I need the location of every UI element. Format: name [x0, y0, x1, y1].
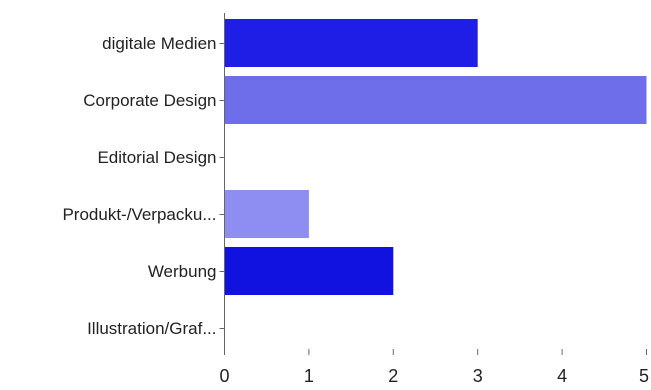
category-label-werbung: Werbung — [148, 262, 217, 281]
bar-werbung — [224, 247, 394, 295]
bar-produkt-verpacku — [224, 190, 309, 238]
bars-group — [224, 19, 647, 295]
category-label-illustration-graf: Illustration/Graf... — [87, 319, 216, 338]
category-label-corporate-design: Corporate Design — [83, 91, 216, 110]
x-tick-label-3: 3 — [473, 366, 483, 386]
x-tick-label-2: 2 — [388, 366, 398, 386]
bar-corporate-design — [224, 76, 647, 124]
category-label-produkt-verpacku: Produkt-/Verpacku... — [62, 205, 216, 224]
category-label-editorial-design: Editorial Design — [97, 148, 216, 167]
x-tick-label-4: 4 — [557, 366, 567, 386]
bar-digitale-medien — [224, 19, 478, 67]
x-tick-label-5: 5 — [639, 366, 649, 386]
category-label-digitale-medien: digitale Medien — [102, 34, 216, 53]
x-tick-label-0: 0 — [219, 366, 229, 386]
x-tick-label-1: 1 — [304, 366, 314, 386]
x-axis: 0 1 2 3 4 5 — [219, 349, 649, 386]
category-labels: digitale Medien Corporate Design Editorial… — [62, 34, 225, 338]
